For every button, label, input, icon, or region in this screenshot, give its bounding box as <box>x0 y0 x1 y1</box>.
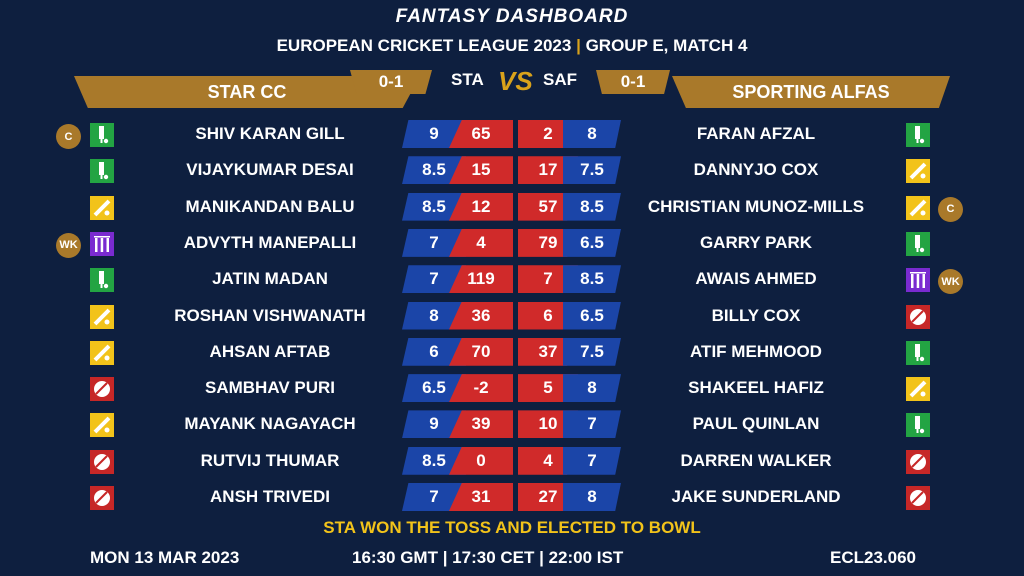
all-rounder-icon <box>906 377 930 402</box>
team-banner-right: SPORTING ALFAS <box>672 76 950 108</box>
bat-icon <box>90 123 114 147</box>
player-name-right: DANNYJO COX <box>693 160 819 180</box>
credit-right: 7 <box>563 446 621 475</box>
player-name-right: CHRISTIAN MUNOZ-MILLS <box>647 196 865 216</box>
player-name-left: ADVYTH MANEPALLI <box>183 232 357 252</box>
player-name-left: JATIN MADAN <box>212 269 328 289</box>
all-rounder-icon <box>90 195 114 220</box>
credit-right: 7.5 <box>563 156 621 185</box>
wicketkeeper-icon <box>906 268 930 293</box>
credit-right: 8.5 <box>563 265 621 294</box>
team-abbr-right: SAF <box>543 70 577 89</box>
player-name-right: PAUL QUINLAN <box>692 414 820 434</box>
team-score-left: 0-1 <box>350 70 432 94</box>
player-name-left: MAYANK NAGAYACH <box>184 414 356 434</box>
team-abbr-left: STA <box>451 70 484 89</box>
player-row: VIJAYKUMAR DESAI 8.5 15 17 7.5 DANNYJO COX <box>0 153 1024 187</box>
ball-icon <box>90 486 114 510</box>
player-row: AHSAN AFTAB 6 70 37 7.5 ATIF MEHMOOD <box>0 335 1024 369</box>
ball-icon <box>906 486 930 510</box>
ball-icon <box>90 377 114 402</box>
match-code: ECL23.060 <box>830 548 916 567</box>
match-time: 16:30 GMT | 17:30 CET | 22:00 IST <box>352 548 624 567</box>
bat-icon <box>906 123 930 147</box>
player-name-right: DARREN WALKER <box>680 450 832 470</box>
all-rounder-icon <box>90 304 114 329</box>
credit-right: 8 <box>563 120 621 148</box>
player-name-right: AWAIS AHMED <box>695 269 817 289</box>
player-row: RUTVIJ THUMAR 8.5 0 4 7 DARREN WALKER <box>0 444 1024 478</box>
credit-right: 8.5 <box>563 192 621 221</box>
player-row: MANIKANDAN BALU 8.5 12 57 8.5 CHRISTIAN MUNOZ… <box>0 190 1024 224</box>
ball-icon <box>906 449 930 474</box>
team-score-right: 0-1 <box>596 70 670 94</box>
dashboard-title: FANTASY DASHBOARD <box>395 6 629 27</box>
player-name-right: BILLY COX <box>711 305 801 325</box>
player-name-right: JAKE SUNDERLAND <box>671 487 841 506</box>
player-row: WK ADVYTH MANEPALLI 7 4 79 6.5 GARRY PARK <box>0 226 1024 260</box>
bat-icon <box>906 413 930 438</box>
credit-right: 6.5 <box>563 301 621 330</box>
credit-right: 7 <box>563 410 621 439</box>
bat-icon <box>90 268 114 293</box>
bat-icon <box>906 340 930 365</box>
match-date: MON 13 MAR 2023 <box>90 548 240 567</box>
player-row: SAMBHAV PURI 6.5 -2 5 8 SHAKEEL HAFIZ <box>0 371 1024 405</box>
credit-right: 8 <box>563 483 621 511</box>
player-name-left: ROSHAN VISHWANATH <box>174 305 366 325</box>
match-subtitle: EUROPEAN CRICKET LEAGUE 2023 | GROUP E, … <box>0 36 1024 56</box>
toss-result: STA WON THE TOSS AND ELECTED TO BOWL <box>323 518 701 537</box>
all-rounder-icon <box>906 159 930 184</box>
player-row: MAYANK NAGAYACH 9 39 10 7 PAUL QUINLAN <box>0 407 1024 441</box>
player-name-left: RUTVIJ THUMAR <box>200 450 340 470</box>
player-name-left: SHIV KARAN GILL <box>195 124 345 143</box>
player-name-right: SHAKEEL HAFIZ <box>688 378 824 398</box>
player-name-left: SAMBHAV PURI <box>204 378 336 398</box>
wicketkeeper-icon <box>90 231 114 256</box>
player-row: ROSHAN VISHWANATH 8 36 6 6.5 BILLY COX <box>0 299 1024 333</box>
player-name-left: MANIKANDAN BALU <box>185 196 355 216</box>
captain-badge: C <box>56 124 81 149</box>
versus-logo: VS <box>498 66 533 96</box>
match-name: GROUP E, MATCH 4 <box>585 36 748 55</box>
credit-right: 8 <box>563 374 621 403</box>
all-rounder-icon <box>90 340 114 365</box>
points-left: 65 <box>449 120 513 148</box>
bat-icon <box>906 231 930 256</box>
player-name-right: FARAN AFZAL <box>696 124 816 143</box>
captain-badge: WK <box>56 232 81 258</box>
player-name-right: ATIF MEHMOOD <box>690 341 822 361</box>
all-rounder-icon <box>906 195 930 220</box>
points-left: -2 <box>449 374 513 403</box>
player-row: JATIN MADAN 7 119 7 8.5 AWAIS AHMED WK <box>0 262 1024 296</box>
credit-right: 7.5 <box>563 337 621 366</box>
player-row: C SHIV KARAN GILL 9 65 2 8 FARAN AFZAL <box>0 117 1024 151</box>
captain-badge: C <box>938 196 963 222</box>
credit-right: 6.5 <box>563 228 621 257</box>
ball-icon <box>90 449 114 474</box>
captain-badge: WK <box>938 269 963 295</box>
ball-icon <box>906 304 930 329</box>
player-row: ANSH TRIVEDI 7 31 27 8 JAKE SUNDERLAND <box>0 480 1024 514</box>
player-name-right: GARRY PARK <box>699 232 813 252</box>
credit-left: 6.5 <box>402 374 466 403</box>
player-name-left: ANSH TRIVEDI <box>210 487 330 506</box>
bat-icon <box>90 159 114 184</box>
all-rounder-icon <box>90 413 114 438</box>
player-name-left: VIJAYKUMAR DESAI <box>186 160 354 180</box>
subtitle-separator: | <box>576 36 581 55</box>
credit-left: 9 <box>402 410 466 439</box>
player-name-left: AHSAN AFTAB <box>209 341 331 361</box>
league-name: EUROPEAN CRICKET LEAGUE 2023 <box>276 36 572 55</box>
